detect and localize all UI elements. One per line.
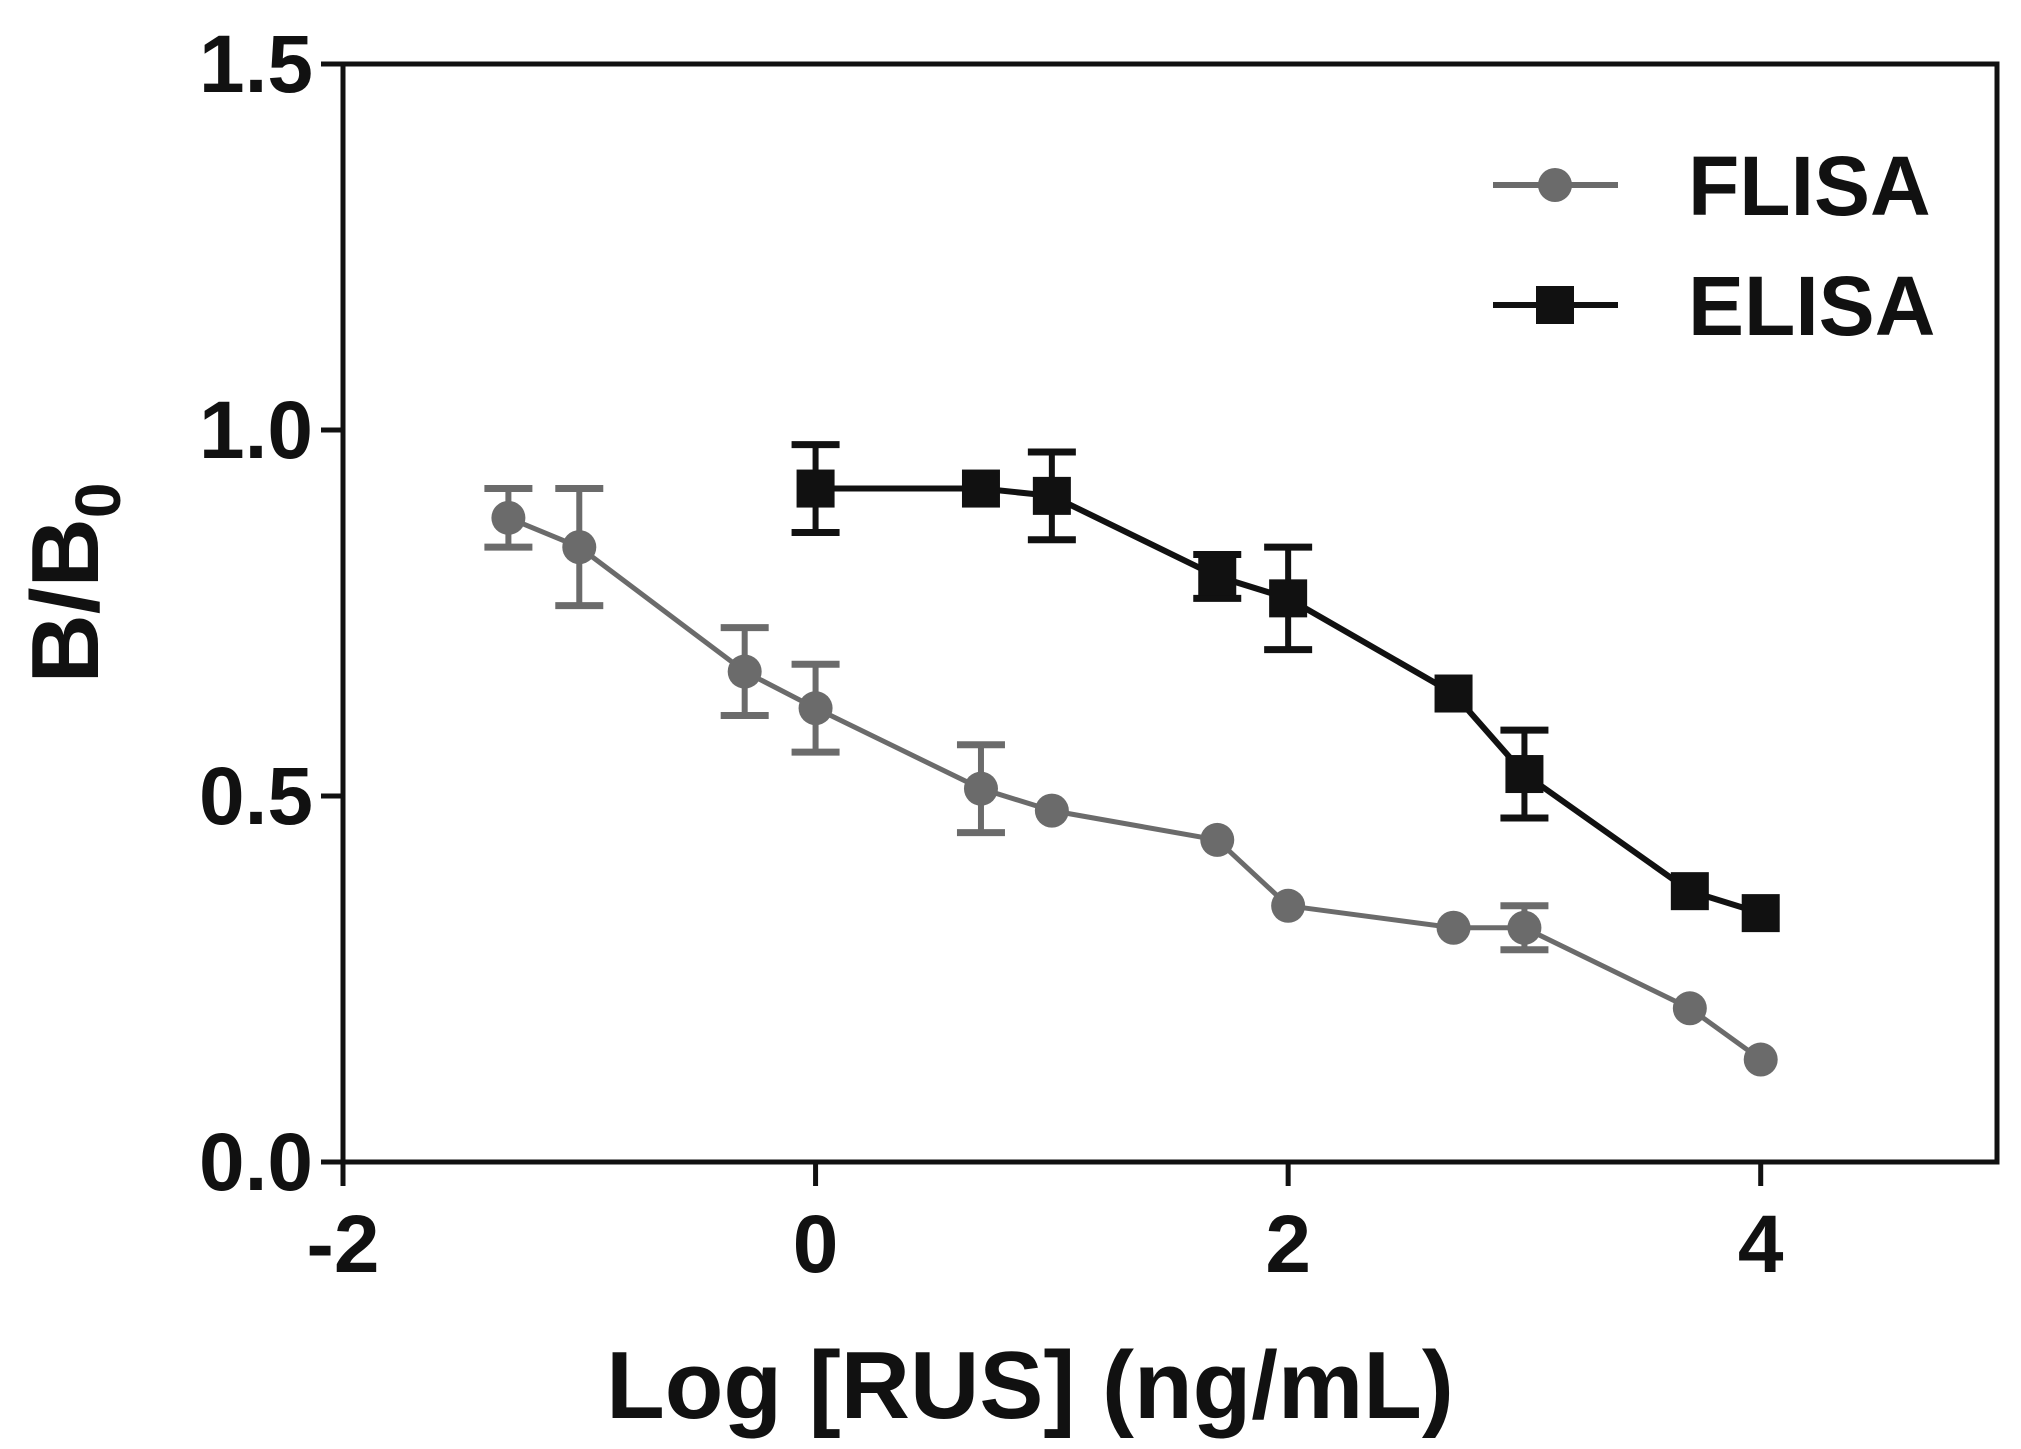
y-tick-label: 1.5 [199,19,313,110]
data-point [1434,674,1473,713]
data-point [1271,888,1306,923]
data-point [1198,557,1237,596]
data-point [491,500,526,535]
series-layer [484,441,1780,1077]
x-tick-label: 2 [1265,1199,1311,1290]
plot-frame [340,61,2000,1165]
data-point [798,691,833,726]
y-tick-label: 0.0 [199,1117,313,1208]
y-tick-label: 0.5 [199,751,313,842]
x-axis-title: Log [RUS] (ng/mL) [606,1332,1454,1439]
data-point [562,530,597,565]
x-tick-label: -2 [307,1199,380,1290]
series-flisa [484,485,1778,1077]
x-tick-label: 4 [1738,1199,1784,1290]
data-point [1743,1042,1778,1077]
data-point [1436,910,1471,945]
y-axis-title: B/B0 [12,483,134,684]
data-point [1507,910,1542,945]
data-point [1672,991,1707,1026]
data-point [963,771,998,806]
data-point [727,654,762,689]
data-point [1505,755,1544,794]
y-axis-title-subscript: 0 [62,483,134,519]
series-elisa [791,441,1780,933]
data-point [796,469,835,508]
data-point [1034,793,1069,828]
data-point [961,469,1000,508]
data-point [1032,476,1071,515]
legend-item-elisa: ELISA [1493,259,1935,353]
data-point [1670,872,1709,911]
data-point [1269,579,1308,618]
y-tick-label: 1.0 [199,385,313,476]
axes-layer: 0.0 0.5 1.0 1.5 -2 0 2 4 [199,19,2000,1290]
data-point [1200,822,1235,857]
legend-label: FLISA [1688,139,1931,233]
y-axis-title-main: B/B [12,518,119,683]
data-point [1741,894,1780,933]
legend-marker [1536,286,1574,324]
legend-marker [1538,168,1572,202]
legend-label: ELISA [1688,259,1935,353]
legend-item-flisa: FLISA [1493,139,1931,233]
x-tick-label: 0 [793,1199,839,1290]
axis-titles: Log [RUS] (ng/mL) B/B0 [12,483,1454,1439]
legend: FLISA ELISA [1493,139,1935,353]
series-line-flisa [507,515,1763,1062]
